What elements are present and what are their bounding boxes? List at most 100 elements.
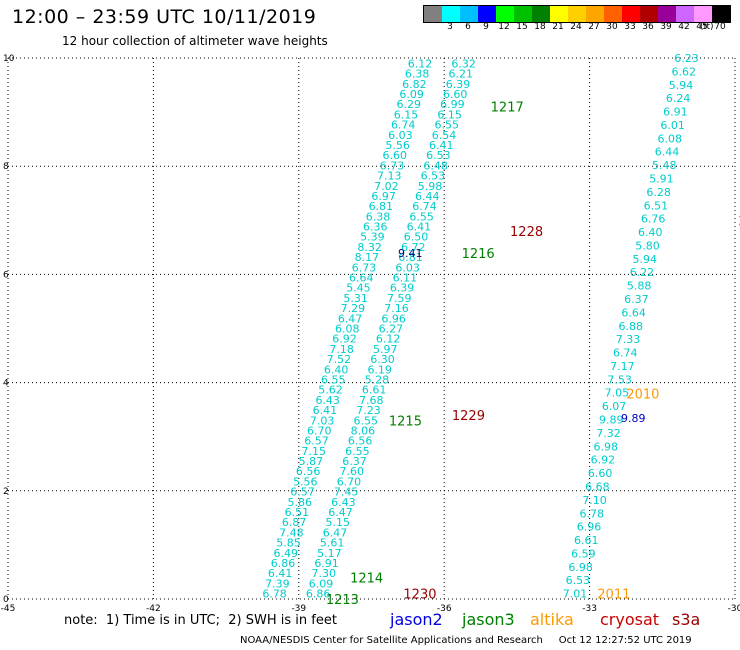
swh-value: 6.98 bbox=[568, 561, 593, 574]
swh-value: 6.41 bbox=[429, 139, 454, 152]
satellite-jason2: jason2 bbox=[390, 610, 443, 629]
color-legend bbox=[423, 5, 731, 23]
swh-value: 7.15 bbox=[301, 445, 326, 458]
swh-value: 8.17 bbox=[355, 251, 380, 264]
swh-value: 5.88 bbox=[627, 280, 652, 293]
swh-value: 6.50 bbox=[404, 231, 429, 244]
time-label: 1229 bbox=[452, 409, 485, 424]
satellite-cryosat: cryosat bbox=[600, 610, 660, 629]
swh-value: 5.94 bbox=[632, 253, 657, 266]
swh-value: 6.03 bbox=[388, 129, 413, 142]
swh-value: 6.23 bbox=[674, 52, 699, 65]
x-tick-label: -33 bbox=[582, 604, 597, 614]
swh-value: 5.28 bbox=[365, 373, 390, 386]
time-label: 1228 bbox=[510, 225, 543, 240]
time-label: 1215 bbox=[389, 414, 422, 429]
swh-value: 6.37 bbox=[342, 455, 367, 468]
swh-value: 6.40 bbox=[324, 363, 349, 376]
satellite-jason3: jason3 bbox=[462, 610, 515, 629]
swh-value: 6.73 bbox=[352, 261, 377, 274]
swh-value: 5.45 bbox=[346, 282, 371, 295]
swh-value: 7.60 bbox=[339, 465, 364, 478]
time-label: 1214 bbox=[350, 571, 383, 586]
swh-value: 6.36 bbox=[363, 221, 388, 234]
satellite-altika: altika bbox=[530, 610, 574, 629]
swh-value: 6.55 bbox=[435, 119, 460, 132]
swh-value: 6.29 bbox=[397, 98, 422, 111]
time-label: 1217 bbox=[491, 101, 524, 116]
swh-value: 6.43 bbox=[315, 394, 340, 407]
swh-value: 6.47 bbox=[338, 312, 363, 325]
swh-value: 6.60 bbox=[383, 149, 408, 162]
swh-value: 6.47 bbox=[328, 506, 353, 519]
swh-value: 5.48 bbox=[652, 159, 677, 172]
swh-value: 6.22 bbox=[630, 266, 655, 279]
swh-value: 6.68 bbox=[585, 480, 610, 493]
swh-value: 7.17 bbox=[610, 360, 635, 373]
swh-value: 5.31 bbox=[343, 292, 368, 305]
y-tick-label: 6 bbox=[3, 270, 9, 280]
legend-swatch bbox=[658, 6, 676, 22]
swh-value: 5.85 bbox=[276, 537, 301, 550]
swh-value: 5.98 bbox=[418, 180, 443, 193]
swh-value: 6.87 bbox=[282, 516, 307, 529]
swh-value: 6.09 bbox=[399, 88, 424, 101]
legend-label: 21 bbox=[552, 22, 564, 32]
swh-value: 9.89 bbox=[599, 414, 624, 427]
legend-label: 6 bbox=[465, 22, 471, 32]
legend-swatch bbox=[532, 6, 550, 22]
time-label: 1213 bbox=[326, 593, 359, 608]
swh-value: 6.78 bbox=[262, 588, 287, 601]
footer-note: note: 1) Time is in UTC; 2) SWH is in fe… bbox=[64, 613, 337, 628]
swh-value: 6.19 bbox=[367, 363, 392, 376]
swh-value: 6.01 bbox=[660, 119, 685, 132]
swh-value: 5.15 bbox=[326, 516, 351, 529]
swh-value: 6.70 bbox=[307, 424, 332, 437]
swh-value: 6.92 bbox=[591, 454, 616, 467]
swh-value: 6.81 bbox=[369, 200, 394, 213]
swh-value: 6.55 bbox=[409, 210, 434, 223]
swh-value: 5.39 bbox=[360, 231, 385, 244]
swh-value: 6.54 bbox=[432, 129, 457, 142]
time-label: 1230 bbox=[403, 588, 436, 603]
legend-label: 12 bbox=[498, 22, 510, 32]
legend-swatch bbox=[514, 6, 532, 22]
x-tick-label: -39 bbox=[291, 604, 306, 614]
swh-value: 8.06 bbox=[351, 424, 376, 437]
swh-value: 6.78 bbox=[580, 507, 605, 520]
legend-unit: (ft) bbox=[700, 22, 714, 32]
swh-value: 6.91 bbox=[663, 106, 688, 119]
swh-value: 6.32 bbox=[451, 57, 476, 70]
swh-value: 5.62 bbox=[318, 384, 343, 397]
satellite-s3a: s3a bbox=[672, 610, 701, 629]
legend-swatch bbox=[640, 6, 658, 22]
y-tick-label: 4 bbox=[3, 379, 9, 389]
swh-value: 6.38 bbox=[366, 210, 391, 223]
swh-value: 6.49 bbox=[274, 547, 299, 560]
swh-value: 6.55 bbox=[321, 373, 346, 386]
legend-label: 9 bbox=[483, 22, 489, 32]
swh-value: 7.01 bbox=[563, 588, 588, 601]
y-tick-label: 2 bbox=[3, 487, 9, 497]
swh-value: 7.05 bbox=[605, 387, 630, 400]
swh-value: 6.53 bbox=[426, 149, 451, 162]
legend-label: 39 bbox=[660, 22, 672, 32]
time-label: 1216 bbox=[462, 247, 495, 262]
swh-value: 7.30 bbox=[312, 567, 337, 580]
swh-value: 7.53 bbox=[607, 373, 632, 386]
swh-value: 6.47 bbox=[323, 526, 348, 539]
swh-value: 8.32 bbox=[357, 241, 382, 254]
swh-value: 6.97 bbox=[371, 190, 396, 203]
swh-value: 7.18 bbox=[329, 343, 354, 356]
swh-value: 7.48 bbox=[279, 526, 304, 539]
legend-swatch bbox=[712, 6, 730, 22]
swh-value: 6.64 bbox=[621, 306, 646, 319]
swh-value: 6.64 bbox=[349, 272, 374, 285]
swh-value: 6.11 bbox=[393, 272, 418, 285]
swh-value: 5.17 bbox=[317, 547, 342, 560]
swh-value: 6.39 bbox=[446, 78, 471, 91]
swh-value: 6.99 bbox=[440, 98, 465, 111]
swh-value: 7.16 bbox=[384, 302, 409, 315]
swh-value: 6.74 bbox=[412, 200, 437, 213]
swh-value: 6.76 bbox=[641, 213, 666, 226]
